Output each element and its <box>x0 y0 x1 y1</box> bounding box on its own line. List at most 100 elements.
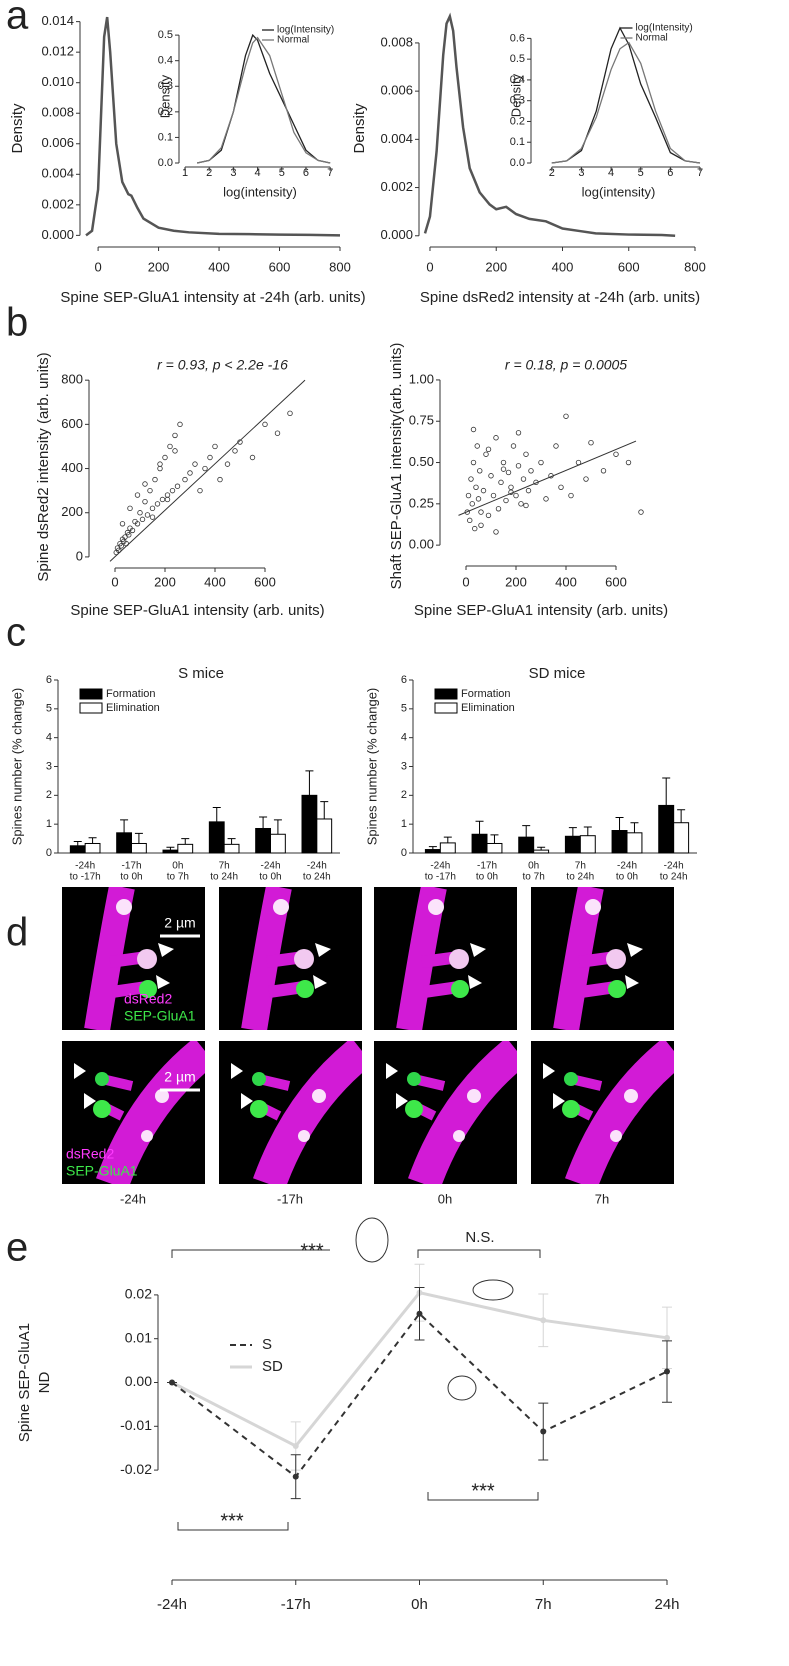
x-tick-label: 0 <box>426 259 433 274</box>
point <box>144 512 151 518</box>
y-tick-label: 5 <box>401 703 407 715</box>
x-tick-label: 600 <box>605 574 627 589</box>
bar <box>471 833 488 854</box>
y-tick-label: 0.02 <box>125 1286 152 1302</box>
y-tick-label: 0.002 <box>380 179 413 194</box>
channel-label: dsRed2 <box>124 991 172 1007</box>
y-tick-label: 0.012 <box>41 44 74 59</box>
error-bar <box>475 820 484 835</box>
error-bar <box>120 819 129 833</box>
point <box>478 522 484 529</box>
y-axis-title: Spine dsRed2 intensity (arb. units) <box>35 352 52 581</box>
point <box>177 421 183 428</box>
x-axis-title: Spine dsRed2 intensity at -24h (arb. uni… <box>420 289 700 306</box>
y-tick-label: 1 <box>401 818 407 830</box>
point <box>538 459 544 466</box>
x-tick-label: 600 <box>269 259 291 274</box>
point <box>488 473 494 479</box>
channel-label: SEP-GluA1 <box>124 1008 196 1024</box>
y-tick-label: 0 <box>76 548 83 563</box>
mouse-icon <box>447 1375 477 1401</box>
point <box>167 443 173 450</box>
y-tick-label: 0.004 <box>41 166 74 181</box>
legend-label: SD <box>262 1358 283 1375</box>
point <box>169 487 176 494</box>
point <box>664 1334 670 1341</box>
point <box>262 421 268 428</box>
y-tick-label: 0.0 <box>510 157 525 169</box>
bar <box>162 849 179 854</box>
error-bar <box>630 822 639 833</box>
point <box>149 505 156 512</box>
x-tick-label: 3 <box>230 167 236 179</box>
y-tick-label: 0.4 <box>510 74 525 86</box>
y-tick-label: 0.5 <box>510 53 525 65</box>
point <box>523 502 529 509</box>
error-bar <box>212 806 221 822</box>
x-tick-label: 400 <box>555 574 577 589</box>
point <box>126 532 132 538</box>
y-tick-label: 6 <box>401 674 407 686</box>
y-tick-label: 0.01 <box>125 1329 152 1345</box>
y-tick-label: 2 <box>401 789 407 801</box>
point <box>470 459 477 466</box>
point <box>467 517 473 524</box>
point <box>164 492 171 498</box>
y-axis-title: Shaft SEP-GluA1 intensity(arb. units) <box>388 343 405 590</box>
y-tick-label: 0.2 <box>158 106 173 118</box>
y-tick-label: 0.1 <box>158 131 173 143</box>
error-bar <box>88 837 97 844</box>
annotation: *** <box>300 1240 324 1262</box>
y-tick-label: 0.00 <box>125 1373 152 1389</box>
point <box>119 521 126 527</box>
point <box>157 461 163 467</box>
x-tick-label: -24h <box>260 861 280 872</box>
point <box>525 487 532 494</box>
point <box>558 484 564 491</box>
point <box>563 413 569 419</box>
point <box>292 1443 299 1450</box>
point <box>613 451 619 457</box>
point <box>664 1368 670 1375</box>
bar <box>533 849 550 854</box>
point <box>515 430 522 436</box>
point <box>187 470 193 476</box>
point <box>540 1428 547 1435</box>
y-tick-label: 0.5 <box>158 29 173 41</box>
point <box>480 487 487 494</box>
point <box>528 468 534 474</box>
time-label: 7h <box>595 1191 609 1206</box>
x-tick-label: 4 <box>608 167 614 179</box>
x-tick-label: -24h <box>75 861 95 872</box>
panel-labels: a b c d e <box>6 0 29 1270</box>
error-bar <box>181 838 190 845</box>
point <box>520 476 527 482</box>
chart-title: S mice <box>178 665 224 682</box>
x-tick-label: 0h <box>172 861 183 872</box>
point <box>192 461 198 467</box>
x-tick-label: 600 <box>618 259 640 274</box>
chart-title: SD mice <box>529 665 586 682</box>
bar <box>658 804 675 854</box>
point <box>162 454 168 461</box>
y-tick-label: 0.3 <box>158 80 173 92</box>
point <box>142 498 148 505</box>
x-axis-title: Spine SEP-GluA1 intensity (arb. units) <box>70 602 324 619</box>
point <box>274 430 281 436</box>
point <box>485 512 492 519</box>
point <box>625 459 632 466</box>
y-tick-label: 0.25 <box>409 495 434 510</box>
point <box>473 484 479 491</box>
x-tick-label: 600 <box>254 574 276 589</box>
bar <box>301 794 318 854</box>
x-tick-label: 3 <box>578 167 584 179</box>
time-label: -17h <box>277 1191 303 1206</box>
x-tick-label: 4 <box>255 167 261 179</box>
error-bar <box>428 846 437 850</box>
bar <box>518 836 535 854</box>
y-tick-label: 0.010 <box>41 74 74 89</box>
annotation: N.S. <box>465 1229 494 1246</box>
legend-swatch <box>434 702 458 714</box>
bar <box>131 842 147 854</box>
